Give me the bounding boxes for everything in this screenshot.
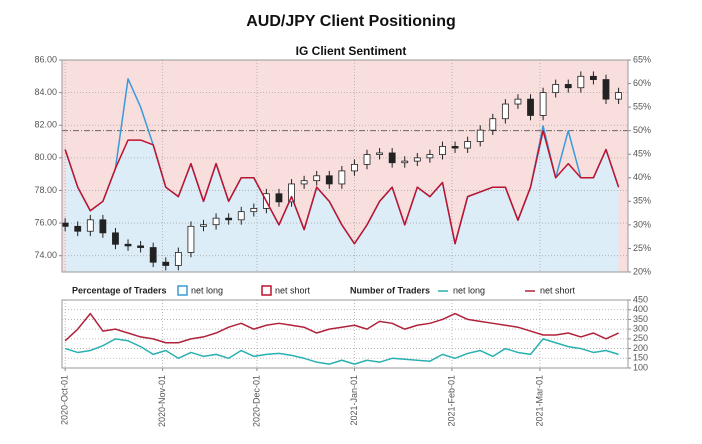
candle-body bbox=[351, 163, 358, 172]
y-tick-label: 350 bbox=[633, 314, 648, 324]
candle-body bbox=[615, 92, 622, 100]
legend-label: net long bbox=[453, 285, 485, 295]
legend-swatch bbox=[261, 285, 272, 296]
y-tick-label: 100 bbox=[633, 362, 648, 372]
trader-count-line bbox=[64, 312, 619, 344]
y-tick-label: 78.00 bbox=[34, 185, 57, 195]
candle-body bbox=[237, 211, 245, 221]
x-tick-label: 2021-Mar-01 bbox=[534, 375, 544, 427]
legend-swatch bbox=[177, 285, 188, 296]
y-tick-label: 86.00 bbox=[34, 54, 57, 64]
trader-count-line bbox=[64, 338, 619, 365]
legend-title: Number of Traders bbox=[350, 285, 430, 295]
candle-body bbox=[413, 157, 421, 162]
candle-body bbox=[137, 245, 145, 248]
candle-body bbox=[187, 225, 195, 253]
candle-body bbox=[74, 225, 82, 232]
y2-tick-label: 65% bbox=[633, 54, 651, 64]
y-tick-label: 84.00 bbox=[34, 87, 57, 97]
candle-body bbox=[476, 129, 484, 142]
x-tick-label: 2021-Feb-01 bbox=[446, 375, 456, 427]
candle-body bbox=[527, 98, 534, 116]
candle-body bbox=[363, 154, 371, 165]
legend-label: net short bbox=[540, 285, 576, 295]
y2-tick-label: 45% bbox=[633, 149, 651, 159]
sentiment-line bbox=[64, 129, 620, 245]
candle-body bbox=[590, 75, 597, 80]
candle-body bbox=[86, 219, 94, 232]
candle-body bbox=[552, 84, 560, 94]
y-tick-label: 300 bbox=[633, 324, 648, 334]
candle-body bbox=[338, 170, 346, 185]
y2-tick-label: 25% bbox=[633, 243, 651, 253]
panel-border bbox=[61, 299, 629, 369]
candle-body bbox=[300, 180, 308, 185]
candle-body bbox=[388, 152, 396, 164]
candle-body bbox=[489, 118, 497, 131]
x-tick-label: 2021-Jan-01 bbox=[349, 375, 359, 426]
candle-body bbox=[426, 154, 434, 159]
candle-body bbox=[99, 219, 107, 234]
area bbox=[65, 130, 619, 272]
candle-body bbox=[602, 79, 610, 100]
y-tick-label: 76.00 bbox=[34, 217, 57, 227]
candle-body bbox=[288, 183, 295, 203]
candle-body bbox=[451, 146, 459, 149]
legend-label: net short bbox=[275, 285, 311, 295]
legend-title: Percentage of Traders bbox=[72, 285, 167, 295]
candle-body bbox=[162, 261, 170, 266]
y-tick-label: 80.00 bbox=[34, 152, 57, 162]
candle-body bbox=[564, 84, 572, 89]
chart-subtitle: IG Client Sentiment bbox=[296, 44, 407, 58]
y-tick-label: 82.00 bbox=[34, 120, 57, 130]
candle-body bbox=[577, 75, 585, 89]
candle-body bbox=[250, 207, 258, 213]
y2-tick-label: 60% bbox=[633, 78, 651, 88]
candle-body bbox=[325, 175, 333, 185]
panel-border bbox=[61, 59, 629, 273]
x-tick-label: 2020-Oct-01 bbox=[60, 375, 70, 425]
y2-tick-label: 55% bbox=[633, 101, 651, 111]
candle-body bbox=[464, 141, 472, 149]
y2-tick-label: 30% bbox=[633, 219, 651, 229]
y2-tick-label: 35% bbox=[633, 196, 651, 206]
x-tick-label: 2020-Dec-01 bbox=[251, 375, 261, 427]
candle-body bbox=[200, 224, 207, 227]
x-tick-label: 2020-Nov-01 bbox=[157, 375, 167, 427]
candle-body bbox=[112, 232, 119, 245]
y-tick-label: 200 bbox=[633, 343, 648, 353]
candle-body bbox=[514, 98, 522, 105]
y-tick-label: 74.00 bbox=[34, 250, 57, 260]
candle-body bbox=[225, 217, 233, 221]
candle-body bbox=[275, 193, 283, 203]
candle-body bbox=[313, 175, 321, 182]
candle-body bbox=[539, 92, 547, 116]
y-tick-label: 400 bbox=[633, 304, 648, 314]
candle-body bbox=[174, 252, 182, 266]
y2-tick-label: 50% bbox=[633, 125, 651, 135]
chart-title: AUD/JPY Client Positioning bbox=[246, 13, 456, 30]
candle-body bbox=[149, 247, 157, 263]
candle-body bbox=[376, 152, 383, 155]
candle-body bbox=[61, 222, 69, 227]
candle-body bbox=[124, 243, 132, 247]
candle-body bbox=[401, 160, 409, 164]
y-tick-label: 250 bbox=[633, 333, 648, 343]
candle-body bbox=[501, 103, 509, 120]
candle-body bbox=[212, 217, 220, 226]
y2-tick-label: 40% bbox=[633, 172, 651, 182]
candle-body bbox=[439, 146, 446, 155]
y-tick-label: 150 bbox=[633, 353, 648, 363]
y-tick-label: 450 bbox=[633, 294, 648, 304]
legend-label: net long bbox=[191, 285, 223, 295]
y2-tick-label: 20% bbox=[633, 266, 651, 276]
